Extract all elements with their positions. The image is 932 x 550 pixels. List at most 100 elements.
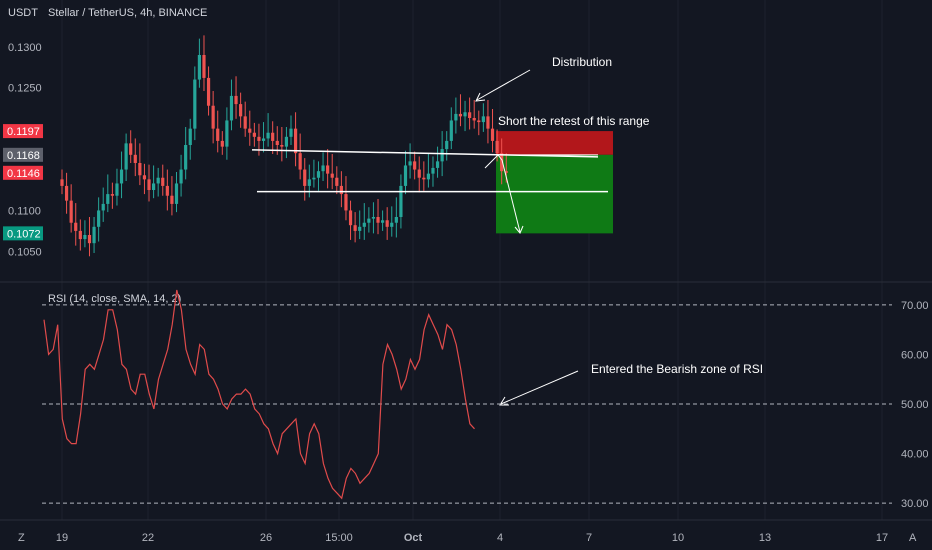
candle-body	[179, 169, 183, 184]
distribution-arrowhead	[475, 92, 486, 102]
price-tag-text: 0.1168	[7, 150, 40, 162]
candle-body	[477, 120, 481, 123]
candle-body	[472, 118, 476, 121]
candle-body	[312, 177, 316, 180]
time-tick-label: Oct	[404, 532, 423, 544]
projection-arrowhead	[514, 225, 524, 234]
candle-body	[316, 171, 321, 178]
time-tick-label: 7	[586, 532, 592, 544]
candle-body	[468, 112, 472, 118]
candle-body	[481, 116, 485, 123]
candle-body	[87, 235, 92, 244]
candle-body	[252, 132, 256, 137]
candle-body	[106, 194, 110, 204]
candle-body	[133, 154, 137, 163]
price-tag: 0.1197	[3, 124, 43, 139]
candle-body	[261, 138, 266, 141]
candle-body	[435, 161, 440, 168]
projection-arrows	[484, 154, 524, 234]
take-profit-zone[interactable]	[496, 154, 613, 234]
price-tag-text: 0.1197	[7, 126, 40, 138]
candle-body	[335, 177, 339, 186]
candle-body	[257, 136, 261, 141]
price-tick-label: 0.1050	[8, 246, 42, 258]
short-retest-annotation[interactable]: Short the retest of this range	[498, 114, 650, 128]
candle-body	[156, 177, 160, 184]
rsi-tick-label: 50.00	[901, 399, 929, 411]
rsi-tick-label: 70.00	[901, 300, 929, 312]
price-tag-bg	[3, 147, 43, 162]
price-axis: 0.1300 0.1250 0.1100 0.1050	[8, 42, 42, 259]
time-axis: 19 22 26 15:00 Oct 4 7 10 13 17	[56, 532, 888, 544]
candle-body	[101, 203, 105, 211]
candle-body	[500, 153, 504, 172]
candle-body	[202, 55, 206, 78]
candle-body	[289, 128, 293, 137]
currency-label: USDT	[8, 7, 38, 19]
candle-body	[330, 173, 334, 178]
candle-body	[486, 116, 490, 129]
rsi-label[interactable]: RSI (14, close, SMA, 14, 2)	[48, 293, 181, 305]
candle-body	[234, 95, 238, 105]
chart-title[interactable]: Stellar / TetherUS, 4h, BINANCE	[48, 7, 207, 19]
candle-body	[124, 143, 128, 170]
candle-body	[307, 179, 311, 186]
candle-body	[449, 120, 453, 141]
candle-body	[376, 217, 380, 223]
candle-body	[385, 220, 389, 227]
candle-body	[60, 179, 64, 186]
candle-body	[170, 195, 174, 204]
candle-body	[454, 113, 458, 121]
annotation-arrows	[475, 69, 579, 406]
range-top-line[interactable]	[251, 149, 599, 158]
candle-body	[417, 169, 421, 178]
distribution-annotation[interactable]: Distribution	[552, 55, 612, 69]
candle-body	[138, 163, 142, 176]
candle-body	[129, 143, 133, 155]
candle-body	[216, 128, 220, 141]
rsi-tick-label: 40.00	[901, 449, 929, 461]
rsi-tick-label: 30.00	[901, 498, 929, 510]
candle-body	[399, 185, 403, 217]
candle-body	[197, 55, 201, 80]
candle-body	[284, 136, 289, 147]
candle-body	[344, 194, 348, 211]
candle-body	[339, 185, 343, 195]
candle-body	[408, 161, 412, 166]
price-tag: 0.1146	[3, 165, 43, 180]
candle-body	[490, 128, 495, 141]
candle-body	[83, 235, 87, 240]
candle-body	[367, 218, 371, 223]
timezone-icon[interactable]: Z	[18, 532, 25, 544]
time-tick-label: 15:00	[325, 532, 353, 544]
candle-body	[69, 200, 73, 223]
candle-body	[225, 120, 229, 147]
rsi-line[interactable]	[43, 289, 475, 500]
stop-loss-zone[interactable]	[496, 131, 613, 155]
price-tag-text: 0.1072	[7, 228, 41, 240]
candle-body	[239, 104, 243, 117]
price-tick-label: 0.1250	[8, 83, 42, 95]
price-tag-bg	[3, 124, 43, 139]
bearish-rsi-annotation[interactable]: Entered the Bearish zone of RSI	[591, 362, 763, 376]
candle-body	[463, 112, 467, 117]
candle-body	[413, 161, 417, 170]
candle-body	[152, 183, 156, 190]
time-tick-label: 4	[497, 532, 503, 544]
rsi-axis: 70.00 60.00 50.00 40.00 30.00	[901, 300, 929, 510]
candle-body	[458, 113, 463, 117]
price-tag-text: 0.1146	[7, 168, 40, 180]
candle-body	[293, 128, 298, 154]
candle-body	[110, 194, 114, 196]
time-tick-label: 13	[759, 532, 771, 544]
candle-body	[495, 140, 499, 154]
rsi-arrowhead	[499, 396, 509, 406]
auto-scale-icon[interactable]: A	[909, 532, 917, 544]
candle-body	[243, 116, 247, 129]
candle-body	[165, 185, 169, 196]
candle-body	[248, 128, 252, 133]
distribution-arrow	[476, 69, 531, 101]
